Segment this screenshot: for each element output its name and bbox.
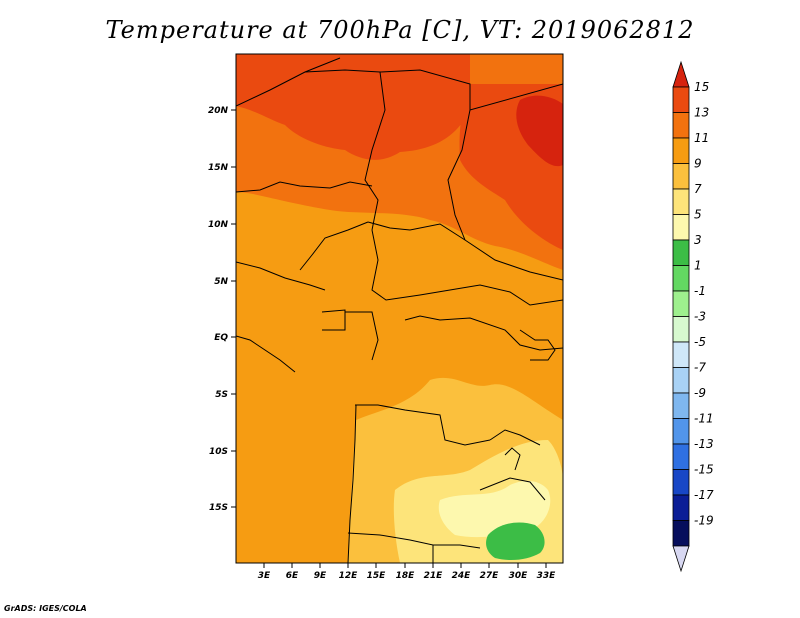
- colorbar-label: 9: [694, 157, 702, 171]
- colorbar: [672, 60, 690, 573]
- lon-label: 21E: [424, 571, 444, 581]
- lat-label: 5S: [215, 390, 228, 400]
- colorbar-label: -1: [694, 284, 706, 298]
- colorbar-label: 1: [694, 259, 702, 273]
- colorbar-label: 7: [694, 182, 702, 196]
- lat-label: 15S: [209, 503, 228, 513]
- lat-label: EQ: [214, 333, 228, 343]
- lat-label: 5N: [214, 277, 228, 287]
- lon-label: 27E: [480, 571, 500, 581]
- colorbar-bottom-triangle: [672, 545, 690, 573]
- colorbar-box: [672, 265, 690, 292]
- colorbar-labels: 15 13 11 9 7 5 3 1 -1 -3 -5 -7 -9 -11 -13 -15 -17 -19: [694, 80, 714, 528]
- colorbar-box: [672, 418, 690, 445]
- lat-label: 15N: [208, 163, 229, 173]
- colorbar-label: 11: [694, 131, 709, 145]
- lon-ticks: [263, 563, 547, 568]
- colorbar-box: [672, 290, 690, 317]
- credit-text: GrADS: IGES/COLA: [4, 604, 87, 613]
- colorbar-label: -5: [694, 335, 706, 349]
- colorbar-box: [672, 112, 690, 139]
- map-title: Temperature at 700hPa [C], VT: 201906281…: [105, 16, 695, 44]
- colorbar-box: [672, 86, 690, 113]
- colorbar-label: 3: [694, 233, 702, 247]
- colorbar-label: 15: [694, 80, 709, 94]
- colorbar-box: [672, 137, 690, 164]
- lon-labels: 3E 6E 9E 12E 15E 18E 21E 24E 27E 30E 33E: [258, 571, 556, 581]
- lat-label: 20N: [208, 106, 229, 116]
- lat-label: 10N: [208, 220, 229, 230]
- colorbar-label: -13: [694, 437, 714, 451]
- temperature-field: [236, 54, 563, 563]
- colorbar-box: [672, 443, 690, 470]
- colorbar-box: [672, 239, 690, 266]
- lon-label: 15E: [367, 571, 387, 581]
- lon-label: 30E: [509, 571, 529, 581]
- colorbar-box: [672, 367, 690, 394]
- colorbar-label: -3: [694, 310, 706, 324]
- colorbar-box: [672, 520, 690, 547]
- lat-label: 10S: [209, 447, 228, 457]
- colorbar-label: -7: [694, 361, 706, 375]
- colorbar-label: 13: [694, 106, 709, 120]
- lat-ticks: [231, 109, 236, 508]
- colorbar-label: 5: [694, 208, 702, 222]
- lon-label: 9E: [314, 571, 327, 581]
- colorbar-label: -9: [694, 386, 706, 400]
- country-borders: [236, 57, 563, 563]
- colorbar-label: -17: [694, 488, 714, 502]
- colorbar-box: [672, 469, 690, 496]
- lon-label: 3E: [258, 571, 271, 581]
- lon-label: 6E: [286, 571, 299, 581]
- colorbar-box: [672, 494, 690, 521]
- colorbar-box: [672, 163, 690, 190]
- colorbar-box: [672, 392, 690, 419]
- lat-labels: 20N 15N 10N 5N EQ 5S 10S 15S: [208, 106, 229, 513]
- colorbar-box: [672, 316, 690, 343]
- lon-label: 12E: [339, 571, 359, 581]
- map-frame: [235, 53, 564, 564]
- colorbar-label: -15: [694, 463, 714, 477]
- colorbar-box: [672, 341, 690, 368]
- lon-label: 33E: [537, 571, 557, 581]
- colorbar-box: [672, 214, 690, 241]
- lon-label: 18E: [396, 571, 416, 581]
- colorbar-top-triangle: [672, 60, 690, 88]
- colorbar-box: [672, 188, 690, 215]
- colorbar-label: -19: [694, 514, 714, 528]
- lon-label: 24E: [452, 571, 472, 581]
- colorbar-label: -11: [694, 412, 714, 426]
